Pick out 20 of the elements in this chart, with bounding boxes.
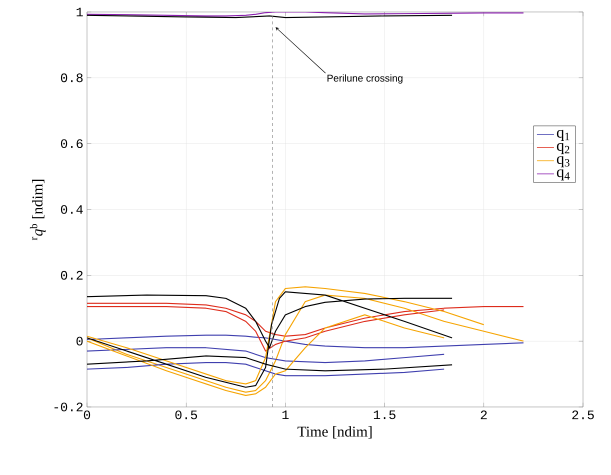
y-tick-label: 0.2 — [60, 270, 83, 280]
y-tick-label: 0.6 — [60, 139, 83, 148]
legend-label: q$_{1}$ — [556, 130, 570, 141]
x-tick-label: 0 — [84, 410, 90, 420]
y-tick-label: 0.8 — [60, 73, 83, 82]
y-tick-label: 0.4 — [60, 205, 83, 214]
legend-label: q$_{4}$ — [556, 169, 570, 180]
x-tick-label: 0.5 — [175, 410, 198, 420]
y-axis-title: $^{r}$q$^{b}$ [ndim] — [30, 180, 46, 240]
x-tick-label: 2.5 — [572, 410, 594, 420]
y-tick-label: 0 — [76, 336, 83, 346]
y-tick-label: -0.2 — [54, 402, 83, 412]
legend-label: q$_{3}$ — [556, 156, 570, 168]
annotation: Perilune crossing — [328, 74, 402, 84]
x-tick-label: 2 — [480, 410, 487, 420]
x-tick-label: 1 — [282, 410, 289, 420]
x-tick-label: 1.5 — [374, 410, 396, 420]
x-axis-title: Time [ndim] — [298, 426, 372, 439]
legend-label: q$_{2}$ — [556, 143, 570, 154]
y-tick-label: 1 — [76, 8, 83, 16]
